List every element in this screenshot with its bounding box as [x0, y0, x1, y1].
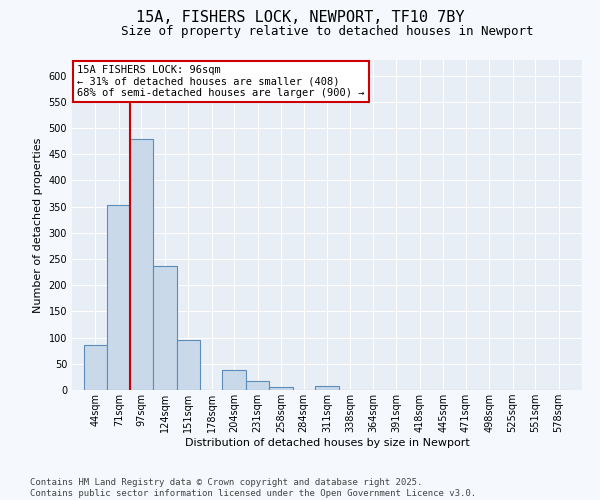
Bar: [223, 370, 246, 390]
Y-axis label: Number of detached properties: Number of detached properties: [33, 138, 43, 312]
Bar: [315, 386, 339, 390]
Text: 15A, FISHERS LOCK, NEWPORT, TF10 7BY: 15A, FISHERS LOCK, NEWPORT, TF10 7BY: [136, 10, 464, 25]
Bar: [246, 381, 269, 390]
Bar: [269, 388, 293, 390]
Text: Contains HM Land Registry data © Crown copyright and database right 2025.
Contai: Contains HM Land Registry data © Crown c…: [30, 478, 476, 498]
Bar: [84, 346, 107, 390]
Title: Size of property relative to detached houses in Newport: Size of property relative to detached ho…: [121, 25, 533, 38]
Text: 15A FISHERS LOCK: 96sqm
← 31% of detached houses are smaller (408)
68% of semi-d: 15A FISHERS LOCK: 96sqm ← 31% of detache…: [77, 65, 365, 98]
X-axis label: Distribution of detached houses by size in Newport: Distribution of detached houses by size …: [185, 438, 469, 448]
Bar: [107, 205, 131, 390]
Bar: [176, 340, 200, 390]
Bar: [153, 266, 176, 390]
Bar: [130, 138, 153, 390]
